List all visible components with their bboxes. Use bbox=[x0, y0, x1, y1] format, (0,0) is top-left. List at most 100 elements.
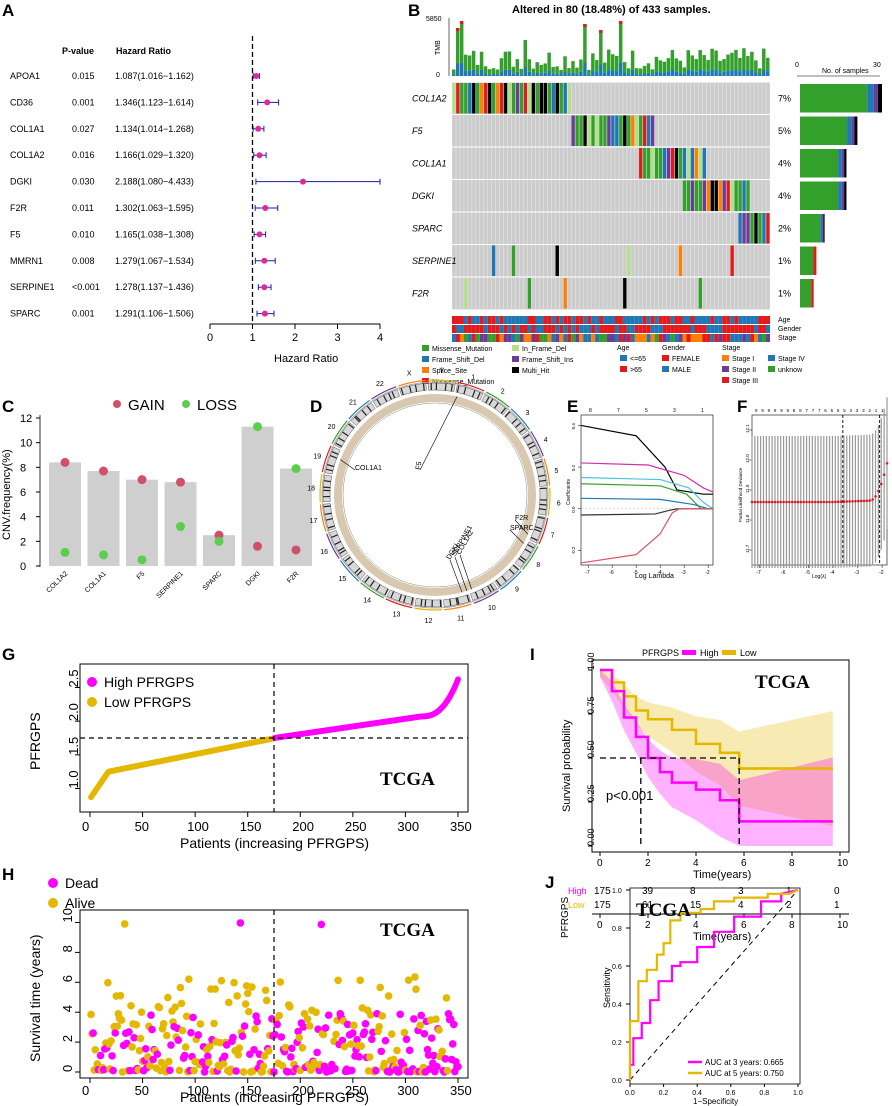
f-point bbox=[785, 500, 788, 504]
d-chrom-label: 7 bbox=[551, 532, 555, 539]
b-tmb-bar bbox=[726, 54, 730, 71]
e-ylabel: Coefficients bbox=[566, 478, 572, 505]
b-mut-cell bbox=[626, 115, 631, 146]
d-chrom-label: X bbox=[407, 371, 412, 378]
f-toptick-label: 9 bbox=[780, 408, 783, 413]
a-hr-text: 1.346(1.123−1.614) bbox=[115, 97, 194, 107]
b-tmb-bar bbox=[539, 73, 543, 76]
b-clin-stage-cell bbox=[547, 334, 552, 342]
d-chrom-arc bbox=[543, 458, 551, 486]
i-frame bbox=[591, 659, 850, 853]
f-toptick-label: 9 bbox=[787, 408, 790, 413]
b-tmb-bars bbox=[452, 21, 770, 76]
b-tmb-bar bbox=[642, 65, 647, 74]
b-tmb-bar bbox=[555, 66, 559, 74]
h-point bbox=[331, 1064, 339, 1073]
b-clin-gender-cell bbox=[611, 325, 615, 333]
d-cyto-band bbox=[334, 540, 342, 546]
f-point bbox=[788, 500, 791, 504]
c-ytick-label: 8 bbox=[20, 462, 26, 474]
b-clin-age-cell bbox=[515, 316, 520, 324]
b-tmb-bar bbox=[750, 51, 754, 70]
b-clin-age-cell bbox=[706, 316, 711, 324]
h-plot: 0 50 100 150 200 250 300 350 0 2 4 6 8 10 bbox=[60, 908, 472, 1098]
f-point bbox=[822, 500, 826, 504]
a-gene-label: SPARC bbox=[10, 309, 41, 319]
d-cyto-band bbox=[530, 536, 538, 541]
b-mut-cell bbox=[758, 213, 762, 244]
a-hr-text: 1.165(1.038−1.308) bbox=[115, 229, 194, 239]
b-tmb-bar bbox=[662, 72, 667, 76]
b-tmb-bar bbox=[503, 69, 508, 76]
b-mut-cell bbox=[495, 83, 500, 114]
d-chrom-label: 16 bbox=[320, 549, 328, 556]
e-xtick-label: -7 bbox=[585, 570, 590, 576]
b-side-bar bbox=[800, 279, 812, 308]
d-chrom-arc bbox=[457, 381, 485, 392]
b-clin-stage-cell bbox=[607, 334, 611, 342]
d-cyto-band bbox=[449, 598, 452, 606]
b-mut-cell bbox=[638, 148, 643, 179]
b-tmb-bar bbox=[483, 73, 488, 76]
h-legend-dead: Dead bbox=[65, 875, 98, 891]
b-tmb-bar bbox=[682, 73, 687, 76]
h-point bbox=[298, 1043, 307, 1052]
b-tmb-bar bbox=[467, 70, 472, 76]
b-clin-age-cell bbox=[463, 316, 468, 324]
b-mut-cell bbox=[618, 115, 623, 146]
h-xtick-label: 100 bbox=[187, 1083, 209, 1098]
b-clin-gender-cell bbox=[702, 325, 707, 333]
h-point bbox=[130, 1034, 138, 1042]
j-plot: 0.0 0.2 0.4 0.6 0.8 1.0 0.0 0.2 0.4 0.6 0.8 1.0 bbox=[612, 888, 803, 1097]
b-tmb-bar bbox=[734, 69, 738, 76]
b-mut-cell bbox=[658, 148, 663, 179]
d-cyto-band bbox=[532, 452, 540, 457]
b-tmb-bar bbox=[507, 69, 512, 76]
b-clin-stage-cell bbox=[551, 334, 556, 342]
f-point bbox=[856, 499, 860, 503]
b-tmb-bar bbox=[579, 59, 583, 72]
h-point bbox=[375, 1022, 383, 1031]
b-legend-swatch bbox=[512, 345, 519, 351]
b-tmb-bar bbox=[758, 74, 762, 76]
b-clin-stage-cell bbox=[690, 334, 695, 342]
b-tmb-bar bbox=[638, 74, 643, 76]
g-xtick-label: 150 bbox=[240, 819, 262, 834]
b-tmb-bar bbox=[591, 53, 595, 71]
f-toptick-label: 1 bbox=[881, 408, 884, 413]
d-cyto-band bbox=[400, 388, 404, 396]
a-gene-label: COL1A1 bbox=[10, 124, 45, 134]
h-point bbox=[109, 1066, 117, 1075]
b-clin-gender-cell bbox=[503, 325, 508, 333]
b-side-bar bbox=[844, 181, 847, 210]
d-cyto-band bbox=[376, 398, 382, 406]
h-point bbox=[353, 1035, 361, 1044]
d-outer-ring bbox=[321, 381, 549, 609]
a-gene-label: MMRN1 bbox=[10, 256, 43, 266]
c-xtick-label: SPARC bbox=[202, 570, 224, 592]
b-clin-gender-cell bbox=[471, 325, 476, 333]
i-xtick-label: 0 bbox=[597, 858, 603, 869]
b-clin-gender-cell bbox=[658, 325, 663, 333]
b-tmb-bar bbox=[559, 74, 563, 76]
b-legend-stage-title: Stage bbox=[722, 345, 740, 352]
f-point bbox=[854, 499, 857, 503]
b-clin-age-cell bbox=[662, 316, 667, 324]
b-tmb-bar bbox=[690, 70, 694, 76]
b-clin-stage-cell bbox=[754, 334, 759, 342]
b-tmb-bar bbox=[646, 63, 651, 73]
b-clin-stage-cell bbox=[706, 334, 711, 342]
b-mut-cell bbox=[742, 213, 746, 244]
panel-e-lasso: -7 -6 -5 -4 -3 -2 -0.2 0.0 0.2 0.4 8 7 5 3 1 Log Lambd… bbox=[566, 408, 714, 580]
b-tmb-bar bbox=[563, 56, 567, 72]
b-tmb-bar bbox=[710, 48, 714, 70]
j-diagonal bbox=[629, 889, 799, 1081]
h-point bbox=[104, 978, 112, 987]
d-cyto-band bbox=[403, 595, 407, 603]
b-tmb-bar bbox=[599, 30, 603, 65]
b-side-bar bbox=[854, 116, 858, 145]
b-clin-stage-cell bbox=[734, 334, 739, 342]
b-legend-stage: Stage I bbox=[732, 356, 754, 363]
f-point bbox=[759, 500, 762, 504]
b-mut-cell bbox=[730, 245, 734, 276]
